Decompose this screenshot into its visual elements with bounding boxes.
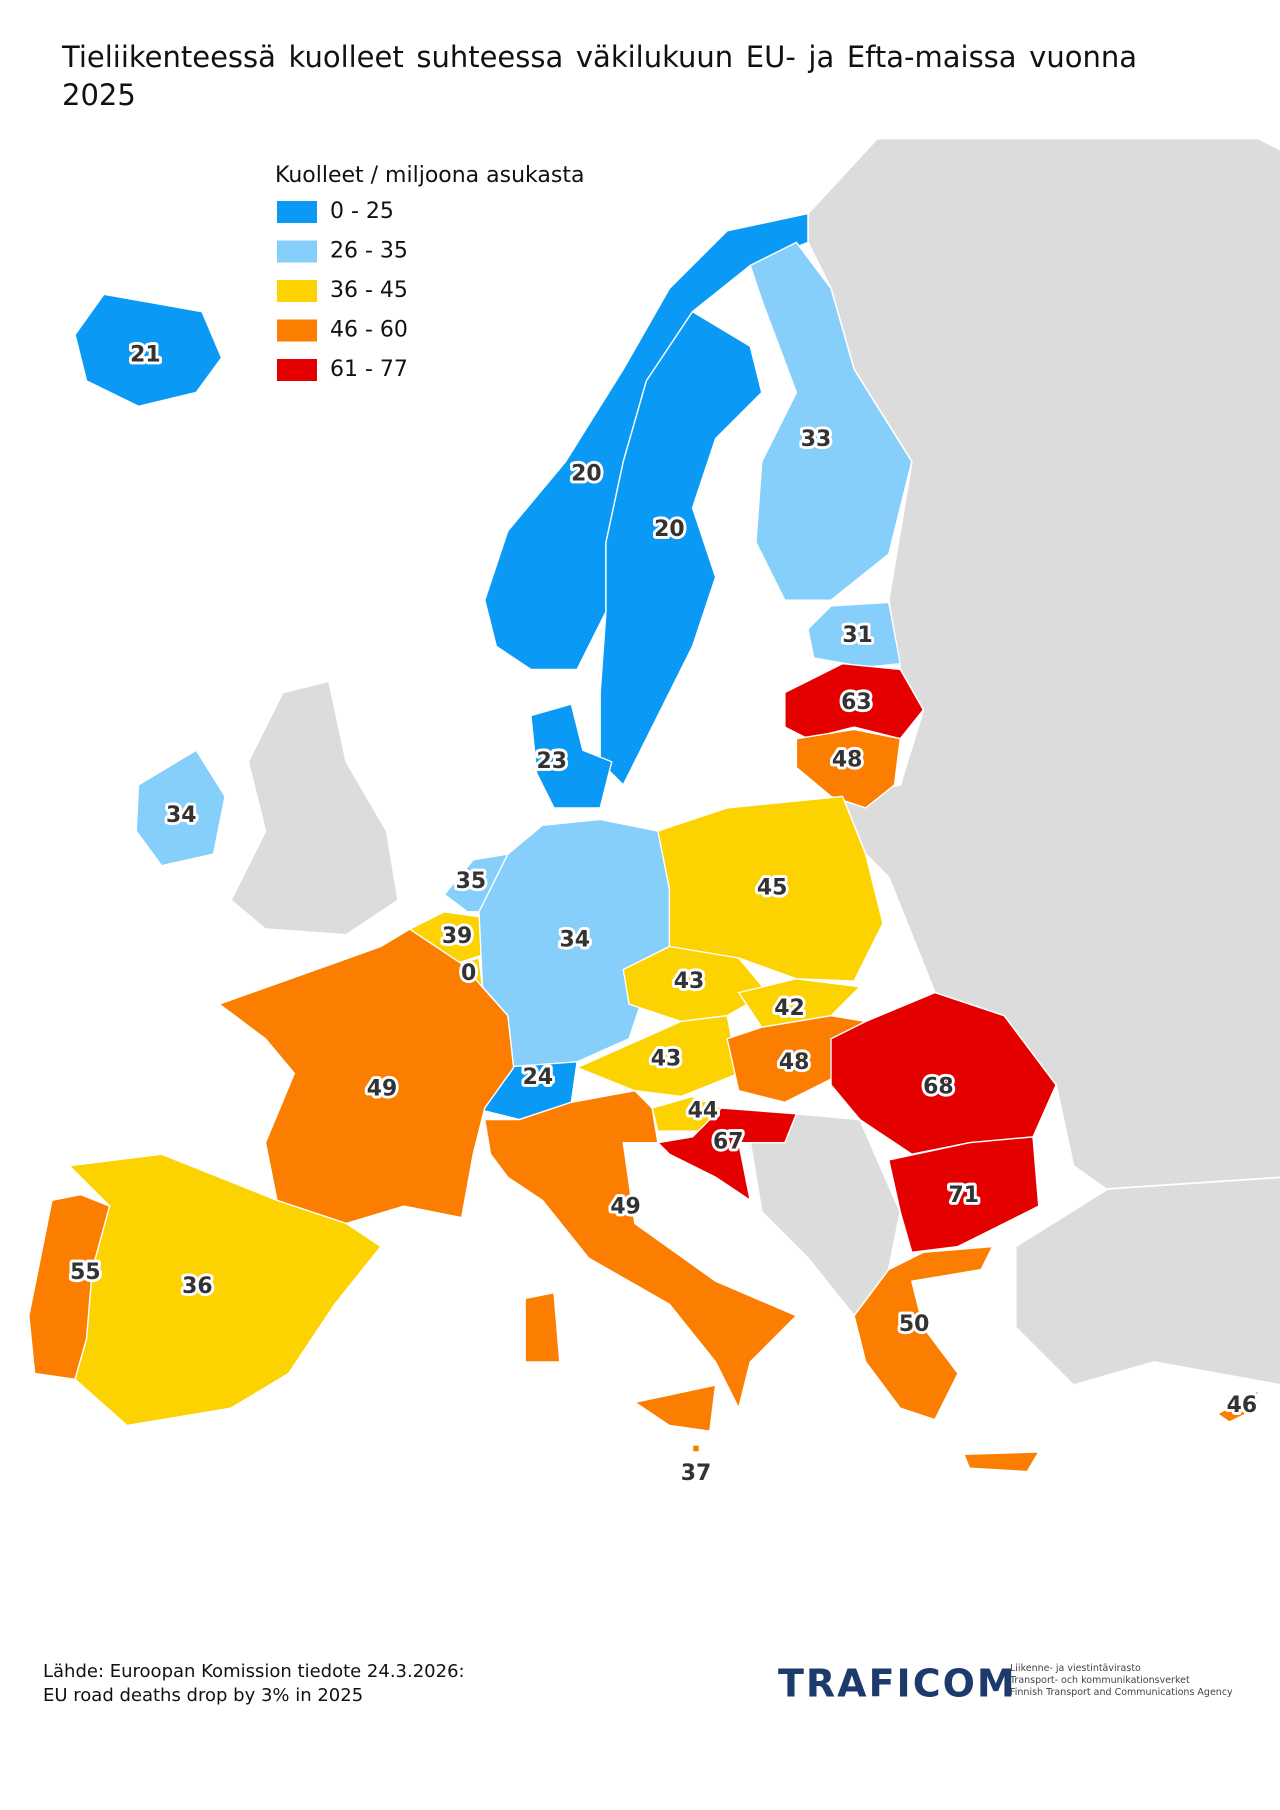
value-label: 48 — [779, 1050, 810, 1075]
value-label: 67 — [713, 1130, 744, 1155]
value-label: 35 — [456, 869, 487, 894]
source-line: EU road deaths drop by 3% in 2025 — [43, 1685, 364, 1706]
value-label: 49 — [610, 1194, 641, 1219]
country — [887, 1136, 1040, 1254]
legend-label: 26 - 35 — [330, 239, 408, 264]
value-label: 36 — [182, 1274, 213, 1299]
value-label: 20 — [571, 461, 602, 486]
country — [807, 601, 902, 668]
value-label: 21 — [130, 342, 161, 367]
country — [135, 749, 226, 867]
country — [599, 310, 763, 787]
source-line: Lähde: Euroopan Komission tiedote 24.3.2… — [43, 1661, 465, 1682]
value-label: 43 — [674, 969, 705, 994]
country — [67, 1153, 382, 1427]
value-label: 34 — [560, 928, 591, 953]
legend-swatch — [277, 319, 317, 342]
source: Lähde: Euroopan Komission tiedote 24.3.2… — [43, 1660, 465, 1708]
legend-swatch — [277, 280, 317, 302]
value-label: 68 — [923, 1074, 954, 1099]
background-land — [229, 137, 1280, 1387]
value-label: 33 — [801, 427, 832, 452]
value-label: 43 — [651, 1047, 682, 1072]
logo: TRAFICOM Liikenne- ja viestintävirastoTr… — [778, 1662, 1233, 1706]
value-label: 50 — [899, 1312, 930, 1337]
country — [657, 795, 884, 982]
value-label: 45 — [757, 876, 788, 901]
country — [1216, 1389, 1259, 1423]
legend-label: 0 - 25 — [330, 199, 394, 224]
legend-swatch — [277, 240, 317, 263]
country — [737, 978, 862, 1028]
value-label: 63 — [841, 690, 872, 715]
country — [691, 1444, 701, 1453]
country — [217, 928, 515, 1225]
value-label: 71 — [949, 1183, 980, 1208]
country — [749, 241, 913, 601]
country — [74, 293, 223, 408]
country — [483, 1089, 798, 1432]
legend-label: 61 - 77 — [330, 357, 408, 382]
agency-line: Finnish Transport and Communications Age… — [1010, 1687, 1233, 1698]
legend-label: 46 - 60 — [330, 318, 408, 343]
legend-swatch — [277, 359, 317, 381]
value-label: 42 — [774, 996, 805, 1021]
value-label: 24 — [523, 1065, 554, 1090]
value-label: 48 — [832, 748, 863, 773]
logo-text: TRAFICOM — [778, 1662, 1017, 1706]
title: Tieliikenteessä kuolleet suhteessa väkil… — [62, 40, 1137, 112]
value-label: 20 — [654, 517, 685, 542]
value-label: 44 — [688, 1098, 719, 1123]
value-label: 37 — [681, 1461, 712, 1486]
value-label: 0 — [461, 961, 476, 986]
value-label: 46 — [1227, 1393, 1257, 1418]
value-label: 31 — [842, 623, 873, 648]
value-labels: 21 20 20 33 31 63 48 23 34 35 39 0 34 45 43 42 43 48 68 24 4… — [67, 340, 1260, 1489]
legend-label: 36 - 45 — [330, 278, 408, 303]
country — [656, 1107, 798, 1202]
country — [484, 212, 809, 671]
value-label: 39 — [442, 924, 473, 949]
country — [795, 728, 902, 809]
value-label: 34 — [166, 803, 197, 828]
country — [530, 703, 613, 809]
agency-line: Liikenne- ja viestintävirasto — [1010, 1663, 1141, 1674]
countries — [28, 212, 1259, 1473]
country — [853, 1245, 1041, 1473]
agency-line: Transport- och kommunikationsverket — [1009, 1675, 1190, 1686]
legend: Kuolleet / miljoona asukasta 0 - 25 26 - … — [275, 163, 584, 382]
legend-swatch — [277, 201, 317, 223]
value-label: 49 — [367, 1077, 398, 1102]
country — [784, 662, 925, 740]
legend-title: Kuolleet / miljoona asukasta — [275, 163, 584, 188]
value-label: 23 — [536, 749, 567, 774]
value-label: 55 — [70, 1260, 101, 1285]
